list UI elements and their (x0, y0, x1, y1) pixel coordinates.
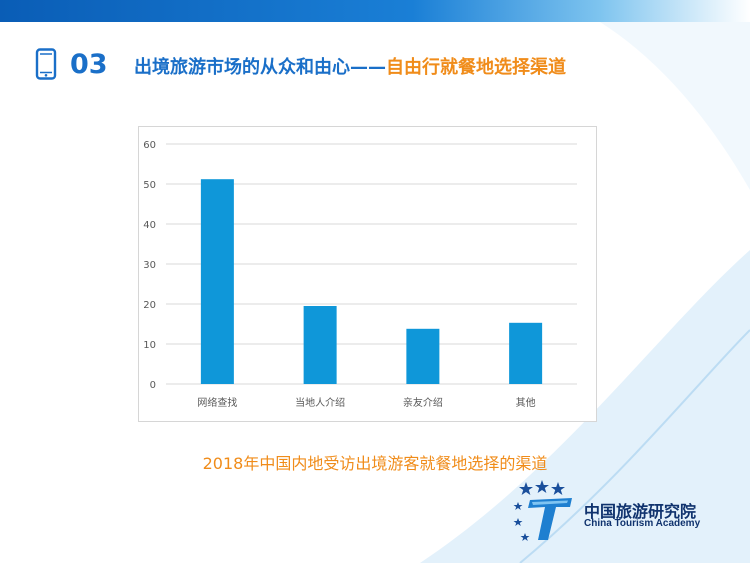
x-tick-label: 亲友介绍 (403, 396, 443, 409)
title-part-2: 自由行就餐地选择渠道 (386, 57, 566, 78)
y-tick-label: 10 (143, 340, 156, 351)
bar (200, 179, 234, 384)
page-title: 出境旅游市场的从众和由心——自由行就餐地选择渠道 (134, 53, 566, 79)
x-tick-label: 其他 (516, 396, 536, 409)
title-part-1: 出境旅游市场的从众和由心—— (134, 57, 386, 78)
y-tick-label: 0 (150, 380, 156, 391)
mobile-phone-icon (28, 46, 64, 82)
bar (303, 306, 337, 384)
academy-logo: 中国旅游研究院 China Tourism Academy (512, 478, 742, 546)
chart-caption: 2018年中国内地受访出境游客就餐地选择的渠道 (202, 454, 548, 473)
y-tick-label: 40 (143, 220, 156, 231)
section-header: 03 (28, 46, 108, 82)
y-tick-label: 20 (143, 300, 156, 311)
x-tick-label: 当地人介绍 (295, 396, 345, 409)
section-number: 03 (70, 48, 108, 80)
x-tick-label: 网络查找 (197, 396, 237, 409)
academy-name-en: China Tourism Academy (584, 518, 701, 529)
top-banner (0, 0, 750, 22)
academy-name-cn: 中国旅游研究院 (584, 502, 697, 521)
bar-chart: 0 10 20 30 40 50 60 网络查找 当地人介绍 亲友介绍 其他 (143, 140, 577, 409)
bar (406, 328, 440, 384)
academy-emblem-icon (513, 480, 572, 541)
y-tick-label: 50 (143, 180, 156, 191)
bar (509, 322, 543, 384)
y-tick-label: 60 (143, 140, 156, 151)
y-tick-label: 30 (143, 260, 156, 271)
chart-panel: 0 10 20 30 40 50 60 网络查找 当地人介绍 亲友介绍 其他 (138, 126, 597, 422)
